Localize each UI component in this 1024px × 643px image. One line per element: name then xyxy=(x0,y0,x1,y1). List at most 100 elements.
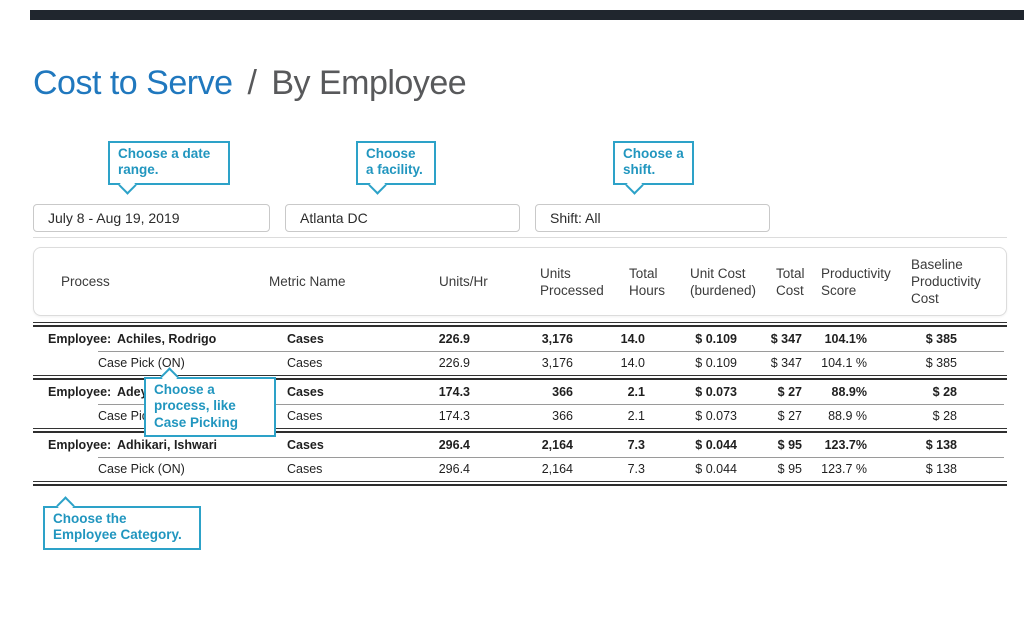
row-divider xyxy=(98,457,1004,458)
group-separator xyxy=(33,322,1007,327)
group-separator xyxy=(33,375,1007,380)
baseline-cost-cell: $ 28 xyxy=(932,409,957,423)
total-hours-cell: 7.3 xyxy=(627,438,645,452)
total-cost-cell: $ 27 xyxy=(777,385,802,399)
unit-cost-cell: $ 0.044 xyxy=(695,438,737,452)
page-title-separator: / xyxy=(247,64,257,102)
col-header-process: Process xyxy=(61,274,110,289)
total-cost-cell: $ 95 xyxy=(777,438,802,452)
col-header-total-hours: Total Hours xyxy=(629,265,666,298)
employee-name: Adhikari, Ishwari xyxy=(117,438,218,452)
top-bar xyxy=(30,10,1024,20)
unit-cost-cell: $ 0.044 xyxy=(695,462,737,476)
total-hours-cell: 14.0 xyxy=(620,356,645,370)
total-cost-cell: $ 95 xyxy=(777,462,802,476)
col-header-productivity-score: Productivity Score xyxy=(821,265,891,298)
row-divider xyxy=(98,404,1004,405)
tooltip-date-range-text: Choose a date range. xyxy=(118,146,211,178)
col-header-total-cost: Total Cost xyxy=(776,265,805,298)
col-header-units-processed: Units Processed xyxy=(540,265,604,298)
employee-row-label[interactable]: Employee: xyxy=(48,385,112,399)
total-cost-cell: $ 347 xyxy=(770,356,802,370)
baseline-cost-cell: $ 385 xyxy=(925,332,957,346)
employee-name: Adey xyxy=(117,385,148,399)
tooltip-employee-category: Choose the Employee Category. xyxy=(43,496,201,550)
employee-summary-row[interactable]: Employee: Adhikari, Ishwari Cases 296.4 … xyxy=(33,433,1007,457)
baseline-cost-cell: $ 385 xyxy=(925,356,957,370)
tooltip-pointer-down-icon xyxy=(118,176,137,195)
facility-dropdown[interactable]: Atlanta DC xyxy=(285,204,520,232)
shift-dropdown[interactable]: Shift: All xyxy=(535,204,770,232)
units-processed-cell: 3,176 xyxy=(541,332,573,346)
process-name[interactable]: Case Pick (ON) xyxy=(98,462,185,476)
baseline-cost-cell: $ 28 xyxy=(932,385,957,399)
process-detail-row: Case Pick (ON) Cases 226.9 3,176 14.0 $ … xyxy=(33,351,1007,375)
units-processed-cell: 366 xyxy=(552,409,573,423)
process-name[interactable]: Case Pick (ON) xyxy=(98,356,185,370)
tooltip-process-text: Choose a process, like Case Picking xyxy=(154,382,239,430)
units-processed-cell: 3,176 xyxy=(541,356,573,370)
productivity-cell: 123.7% xyxy=(824,438,867,452)
baseline-cost-cell: $ 138 xyxy=(925,438,957,452)
col-header-baseline-productivity-cost: Baseline Productivity Cost xyxy=(911,257,981,306)
metric-cell: Cases xyxy=(287,356,323,370)
employee-summary-row[interactable]: Employee: Adey Cases 174.3 366 2.1 $ 0.0… xyxy=(33,380,1007,404)
tooltip-pointer-down-icon xyxy=(368,176,387,195)
units-hr-cell: 174.3 xyxy=(438,385,470,399)
unit-cost-cell: $ 0.073 xyxy=(695,385,737,399)
process-detail-row: Case Pick (ON) Cases 296.4 2,164 7.3 $ 0… xyxy=(33,457,1007,481)
employee-row-label[interactable]: Employee: xyxy=(48,438,112,452)
productivity-cell: 123.7 % xyxy=(821,462,867,476)
total-hours-cell: 7.3 xyxy=(627,462,645,476)
productivity-cell: 88.9% xyxy=(831,385,867,399)
units-hr-cell: 174.3 xyxy=(438,409,470,423)
date-range-dropdown[interactable]: July 8 - Aug 19, 2019 xyxy=(33,204,270,232)
baseline-cost-cell: $ 138 xyxy=(925,462,957,476)
metric-cell: Cases xyxy=(287,438,324,452)
employee-summary-row[interactable]: Employee: Achiles, Rodrigo Cases 226.9 3… xyxy=(33,327,1007,351)
group-separator xyxy=(33,428,1007,433)
total-cost-cell: $ 27 xyxy=(777,409,802,423)
total-hours-cell: 2.1 xyxy=(627,385,645,399)
productivity-cell: 104.1% xyxy=(824,332,867,346)
units-hr-cell: 296.4 xyxy=(438,462,470,476)
tooltip-pointer-down-icon xyxy=(625,176,644,195)
page-title-primary: Cost to Serve xyxy=(33,64,233,102)
unit-cost-cell: $ 0.109 xyxy=(695,332,737,346)
metric-cell: Cases xyxy=(287,462,323,476)
unit-cost-cell: $ 0.109 xyxy=(695,356,737,370)
tooltip-date-range: Choose a date range. xyxy=(108,141,230,195)
table-header: Process Metric Name Units/Hr Units Proce… xyxy=(33,247,1007,316)
filters-divider xyxy=(33,237,1007,238)
units-processed-cell: 366 xyxy=(552,385,573,399)
page-title-secondary: By Employee xyxy=(271,64,467,102)
employee-table: Employee: Achiles, Rodrigo Cases 226.9 3… xyxy=(33,322,1007,486)
col-header-metric-name: Metric Name xyxy=(269,274,346,289)
units-hr-cell: 226.9 xyxy=(438,356,470,370)
metric-cell: Cases xyxy=(287,385,324,399)
total-hours-cell: 2.1 xyxy=(627,409,645,423)
row-divider xyxy=(98,351,1004,352)
tooltip-employee-category-text: Choose the Employee Category. xyxy=(53,511,182,543)
tooltip-shift: Choose a shift. xyxy=(613,141,694,195)
units-processed-cell: 2,164 xyxy=(541,462,573,476)
group-separator xyxy=(33,481,1007,486)
tooltip-process: Choose a process, like Case Picking xyxy=(144,367,276,438)
process-detail-row: Case Pick (ON) Cases 174.3 366 2.1 $ 0.0… xyxy=(33,404,1007,428)
metric-cell: Cases xyxy=(287,409,323,423)
unit-cost-cell: $ 0.073 xyxy=(695,409,737,423)
units-processed-cell: 2,164 xyxy=(541,438,573,452)
page-title: Cost to Serve / By Employee xyxy=(33,64,467,103)
employee-row-label[interactable]: Employee: xyxy=(48,332,112,346)
tooltip-shift-text: Choose a shift. xyxy=(623,146,684,178)
units-hr-cell: 296.4 xyxy=(438,438,470,452)
total-cost-cell: $ 347 xyxy=(770,332,802,346)
metric-cell: Cases xyxy=(287,332,324,346)
col-header-units-hr: Units/Hr xyxy=(439,274,488,289)
total-hours-cell: 14.0 xyxy=(620,332,645,346)
productivity-cell: 88.9 % xyxy=(828,409,867,423)
tooltip-facility: Choose a facility. xyxy=(356,141,436,195)
productivity-cell: 104.1 % xyxy=(821,356,867,370)
units-hr-cell: 226.9 xyxy=(438,332,470,346)
